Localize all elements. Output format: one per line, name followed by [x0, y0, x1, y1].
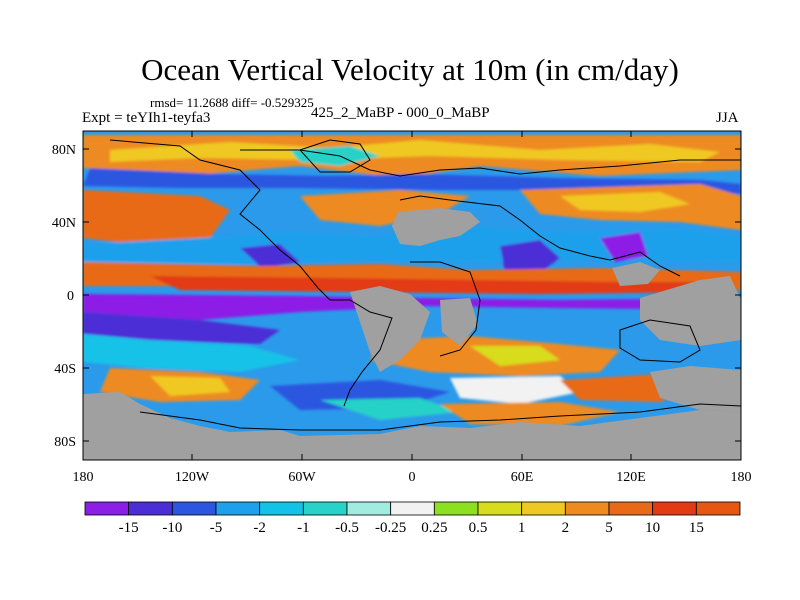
coast-arctic [240, 149, 741, 177]
lat-label-0: 0 [67, 289, 74, 304]
colorbar-cell [564, 501, 610, 516]
field-north-yellow [110, 140, 720, 162]
lon-label-180e: 180 [731, 470, 752, 485]
colorbar-level-label: -1 [297, 520, 310, 536]
colorbar-level-label: -15 [119, 520, 139, 536]
lat-label-80n: 80N [52, 143, 76, 158]
plot-title: Ocean Vertical Velocity at 10m (in cm/da… [141, 52, 679, 87]
rmsd-diff-stats: rmsd= 11.2688 diff= -0.529325 [150, 95, 314, 110]
lat-label-40n: 40N [52, 216, 76, 231]
lat-tick-labels: 80N 40N 0 40S 80S [52, 143, 76, 450]
lat-label-80s: 80S [54, 435, 76, 450]
coast-antarctica [139, 403, 741, 431]
map-frame [82, 130, 742, 461]
colorbar-level-label: 15 [689, 520, 704, 536]
lon-label-0: 0 [409, 470, 416, 485]
lon-label-60e: 60E [511, 470, 534, 485]
comparison-label: 425_2_MaBP - 000_0_MaBP [311, 105, 490, 121]
velocity-fields [83, 135, 741, 426]
colorbar-labels: -15 -10 -5 -2 -1 -0.5 -0.25 0.25 0.5 1 2 5 10 15 [119, 520, 704, 536]
colorbar-level-label: 0.5 [469, 520, 488, 536]
field-north-blue [83, 168, 741, 194]
lon-tick-labels: 180 120W 60W 0 60E 120E 180 [73, 470, 752, 485]
coast-greenland [299, 139, 371, 173]
experiment-label: Expt = teYIh1-teyfa3 [82, 110, 211, 126]
colorbar-cell [521, 501, 566, 516]
colorbar-level-label: 2 [562, 520, 570, 536]
colorbar-level-label: -5 [210, 520, 223, 536]
land-australia [640, 276, 741, 346]
lon-label-120w: 120W [175, 470, 210, 485]
land-masses [83, 208, 741, 460]
land-antarctica-e [650, 366, 741, 412]
coast-australia [619, 319, 701, 363]
colorbar-cell [695, 501, 741, 516]
lat-label-40s: 40S [54, 362, 76, 377]
colorbar-cell [259, 501, 304, 516]
colorbar-level-label: 10 [645, 520, 660, 536]
colorbar-level-label: 5 [605, 520, 613, 536]
colorbar-level-label: -2 [253, 520, 266, 536]
colorbar-cell [302, 501, 348, 516]
field-s-white [450, 376, 580, 404]
land-maritime [612, 262, 660, 286]
field-npac-orange [83, 190, 230, 246]
colorbar-cell [215, 501, 261, 516]
colorbar-level-label: -10 [162, 520, 182, 536]
land-south-america [350, 286, 430, 372]
field-s-cyan [320, 398, 460, 420]
lon-label-60w: 60W [288, 470, 316, 485]
colorbar-cell [128, 501, 173, 516]
coast-africa [410, 261, 481, 357]
field-north-cyan [290, 146, 380, 166]
colorbar-cell [608, 501, 654, 516]
colorbar-level-label: -0.5 [335, 520, 359, 536]
field-asia-yellow [560, 192, 690, 212]
colorbar-level-label: 1 [518, 520, 526, 536]
lon-label-120e: 120E [616, 470, 646, 485]
colorbar: -15 -10 -5 -2 -1 -0.5 -0.25 0.25 0.5 1 2 5 10 15 [84, 501, 741, 536]
field-natl-orange [300, 190, 470, 226]
colorbar-cell [346, 501, 392, 516]
colorbar-cell [171, 501, 217, 516]
colorbar-level-label: -0.25 [375, 520, 406, 536]
lon-ticks-top [82, 131, 742, 137]
colorbar-cells [84, 501, 741, 516]
field-equator-purple [83, 294, 741, 320]
colorbar-cell [84, 501, 130, 516]
map-panel [83, 131, 741, 460]
colorbar-cell [652, 501, 697, 516]
coast-north-america [109, 139, 331, 301]
colorbar-cell [477, 501, 523, 516]
colorbar-cell [433, 501, 479, 516]
field-sio-yellow [470, 346, 560, 366]
field-subtrop-purple-3 [240, 244, 300, 268]
season-label: JJA [716, 110, 739, 126]
field-equator-blue [83, 312, 280, 344]
colorbar-level-label: 0.25 [421, 520, 447, 536]
field-trop-red [150, 276, 720, 294]
field-subtrop-purple-2 [600, 232, 648, 262]
coastlines [109, 139, 741, 431]
land-antarctica-w [83, 392, 300, 460]
land-africa-south [440, 298, 478, 346]
lon-label-180w: 180 [73, 470, 94, 485]
lon-ticks-bottom [82, 454, 742, 460]
colorbar-cell [390, 501, 435, 516]
coast-eurasia [399, 195, 681, 277]
field-ssouth-yellow [150, 376, 230, 396]
land-antarctica-c [300, 410, 741, 460]
lat-ticks-left [83, 148, 89, 442]
lat-ticks-right [735, 148, 741, 442]
land-europe-africa [392, 208, 480, 246]
field-spac-cyan [83, 334, 300, 372]
coast-south-america [330, 299, 393, 407]
